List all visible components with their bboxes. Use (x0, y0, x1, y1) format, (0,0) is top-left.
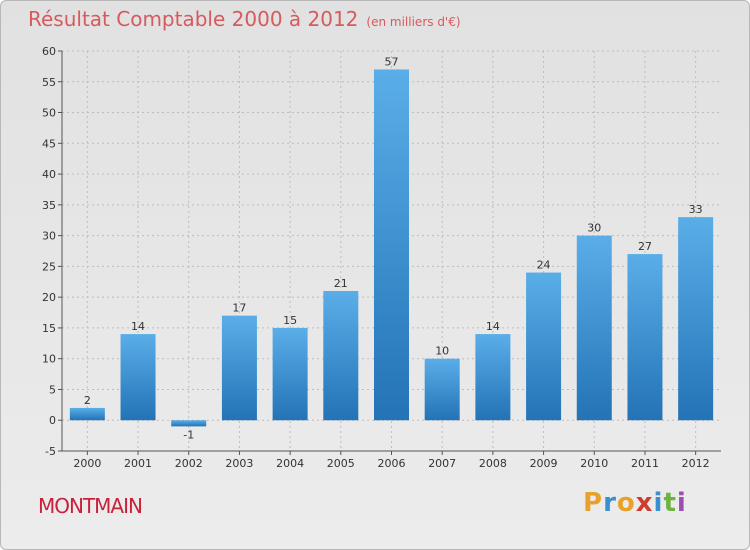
data-label: 14 (486, 320, 500, 333)
y-tick-label: 0 (49, 414, 56, 427)
labels: -5 0 5 10 15 20 25 30 35 40 45 50 55 60 2 2000 14 2001 -1 2… (42, 45, 710, 470)
logo-letter: t (663, 488, 677, 518)
y-tick-label: 10 (42, 353, 56, 366)
data-label: 17 (232, 302, 246, 315)
y-tick-label: -5 (45, 445, 56, 458)
data-label: 24 (537, 259, 551, 272)
data-label: 30 (587, 222, 601, 235)
data-label: 15 (283, 314, 297, 327)
data-label: 14 (131, 320, 145, 333)
axes (58, 50, 721, 455)
data-label: 10 (435, 345, 449, 358)
y-tick-label: 5 (49, 383, 56, 396)
bar (526, 272, 562, 421)
x-tick-label: 2006 (378, 457, 406, 470)
y-tick-label: 25 (42, 260, 56, 273)
x-tick-label: 2012 (682, 457, 710, 470)
bar (69, 407, 105, 421)
chart-title: Résultat Comptable 2000 à 2012 (en millie… (28, 7, 461, 31)
chart-subtitle: (en milliers d'€) (366, 15, 461, 29)
data-label: 33 (689, 203, 703, 216)
y-tick-label: 50 (42, 107, 56, 120)
data-label: -1 (183, 428, 194, 441)
x-tick-label: 2011 (631, 457, 659, 470)
logo-letter: P (583, 488, 604, 518)
data-label: 57 (385, 55, 399, 68)
bar (171, 420, 207, 427)
y-tick-label: 15 (42, 322, 56, 335)
x-tick-label: 2007 (428, 457, 456, 470)
x-tick-label: 2008 (479, 457, 507, 470)
y-tick-label: 60 (42, 45, 56, 58)
y-tick-label: 30 (42, 230, 56, 243)
bar (576, 235, 612, 421)
logo-letter: o (616, 488, 636, 518)
bar (221, 315, 257, 421)
bar (323, 291, 359, 421)
y-tick-label: 55 (42, 76, 56, 89)
logo-letter: i (676, 488, 687, 518)
y-tick-label: 40 (42, 168, 56, 181)
bar (678, 217, 714, 421)
bars (69, 69, 714, 427)
logo-letter: x (635, 488, 654, 518)
y-tick-label: 35 (42, 199, 56, 212)
bar (627, 254, 663, 421)
x-tick-label: 2010 (580, 457, 608, 470)
x-tick-label: 2002 (175, 457, 203, 470)
x-tick-label: 2001 (124, 457, 152, 470)
data-label: 21 (334, 277, 348, 290)
bar (424, 358, 460, 421)
y-tick-label: 45 (42, 137, 56, 150)
bar (272, 327, 308, 421)
x-tick-label: 2005 (327, 457, 355, 470)
data-label: 27 (638, 240, 652, 253)
data-label: 2 (84, 394, 91, 407)
bar (475, 334, 511, 421)
bar (374, 69, 409, 421)
logo-letter: r (603, 488, 617, 518)
commune-name: MONTMAIN (38, 494, 143, 518)
x-tick-label: 2000 (73, 457, 101, 470)
x-tick-label: 2003 (225, 457, 253, 470)
bar (120, 334, 156, 421)
proxiti-logo[interactable]: Proxiti (583, 488, 687, 518)
x-tick-label: 2004 (276, 457, 304, 470)
x-tick-label: 2009 (530, 457, 558, 470)
y-tick-label: 20 (42, 291, 56, 304)
logo-letter: i (653, 488, 664, 518)
